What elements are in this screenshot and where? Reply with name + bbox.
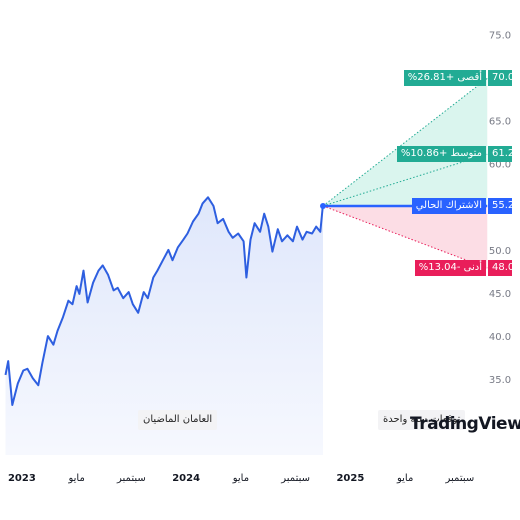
past-label: العامان الماضيان [138,410,218,430]
current-point [320,202,327,209]
value-tag: 70.0 [488,70,514,87]
forecast-area [323,78,488,206]
forecast-line [322,205,488,269]
x-tick-label: 2025 [336,473,364,484]
x-tick-label: 2023 [8,473,36,484]
x-tick-label: سبتمبر [445,473,475,484]
y-tick-label: 60.0 [489,160,511,171]
y-tick-label: 40.0 [489,332,511,343]
y-tick-label: 75.0 [489,30,511,41]
x-tick-label: سبتمبر [116,473,146,484]
y-tick-label: 45.0 [489,289,511,300]
x-tick-label: مايو [67,473,84,484]
forecast-label: أقصى +26.81% [403,70,486,87]
logo: TradingView [410,414,520,434]
forecast-label: الاشتراك الحالي [411,197,486,214]
price-line [4,196,324,406]
x-tick-label: مايو [396,473,413,484]
value-tag: 55.2 [488,197,514,214]
value-tag: 61.2 [488,146,514,163]
x-tick-label: مايو [232,473,249,484]
forecast-line [322,153,488,207]
y-tick-label: 65.0 [489,117,511,128]
x-tick-label: سبتمبر [280,473,310,484]
y-tick-label: 35.0 [489,375,511,386]
forecast-label: متوسط +10.86% [396,146,486,163]
x-tick-label: 2024 [172,473,200,484]
price-area [5,197,324,456]
y-tick-label: 50.0 [489,246,511,257]
value-tag: 48.00 [488,260,520,276]
future-label: توقعات سنة واحدة [378,410,466,430]
forecast-label: أدنى -13.04% [414,260,486,276]
